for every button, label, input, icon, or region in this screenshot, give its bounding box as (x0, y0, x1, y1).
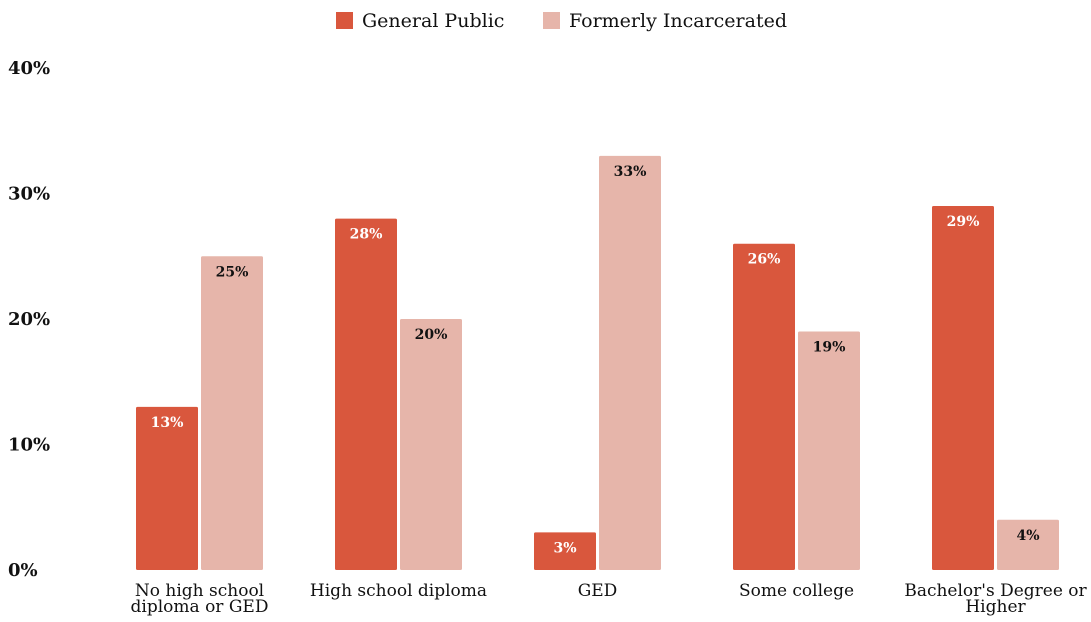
data-label: 29% (947, 214, 980, 230)
data-label: 28% (350, 227, 383, 243)
y-tick-label: 40% (8, 58, 50, 79)
bar-formerly-incarcerated (400, 319, 462, 570)
x-tick-label-line: High school diploma (310, 581, 487, 601)
x-tick-label-line: diploma or GED (131, 597, 269, 617)
x-tick-label: Bachelor's Degree or Higher (904, 581, 1087, 617)
x-tick-label-line: No high school (135, 581, 264, 601)
data-label: 33% (614, 164, 647, 180)
y-tick-label: 30% (8, 184, 50, 205)
x-tick-label: No high school diploma or GED (131, 581, 269, 617)
x-tick-label-line: Higher (965, 597, 1026, 617)
bar-formerly-incarcerated (599, 155, 661, 570)
y-tick-label: 10% (8, 435, 50, 456)
data-label: 13% (151, 415, 184, 431)
bar-general-public (136, 406, 198, 570)
data-label: 25% (216, 264, 249, 280)
x-tick-label: Some college (739, 581, 854, 601)
data-label: 20% (415, 327, 448, 343)
data-label: 3% (553, 540, 576, 556)
x-tick-label: GED (578, 581, 618, 601)
bar-general-public (733, 243, 795, 570)
bar-formerly-incarcerated (798, 331, 860, 570)
bar-general-public (932, 206, 994, 571)
y-axis: 0% 10% 20% 30% 40% (8, 58, 50, 581)
y-tick-label: 20% (8, 309, 50, 330)
bars (136, 155, 1059, 571)
bar-formerly-incarcerated (997, 519, 1059, 570)
legend: General Public Formerly Incarcerated (336, 10, 787, 32)
y-tick-label: 0% (8, 560, 38, 581)
legend-label-formerly-incarcerated: Formerly Incarcerated (569, 10, 787, 32)
x-tick-label-line: GED (578, 581, 618, 601)
data-label: 4% (1016, 528, 1039, 544)
bar-general-public (335, 218, 397, 570)
bar-formerly-incarcerated (201, 256, 263, 570)
x-tick-label: High school diploma (310, 581, 487, 601)
data-labels: 13% 25% 28% 20% 3% 33% 26% 19% 29% 4% (151, 164, 1040, 556)
data-label: 26% (748, 252, 781, 268)
x-tick-label-line: Some college (739, 581, 854, 601)
legend-label-general-public: General Public (362, 10, 504, 32)
bar-general-public (534, 532, 596, 570)
legend-swatch-formerly-incarcerated (543, 12, 560, 29)
legend-swatch-general-public (336, 12, 353, 29)
x-axis: No high school diploma or GED High school … (131, 581, 1088, 617)
data-label: 19% (813, 340, 846, 356)
x-tick-label-line: Bachelor's Degree or (904, 581, 1087, 601)
